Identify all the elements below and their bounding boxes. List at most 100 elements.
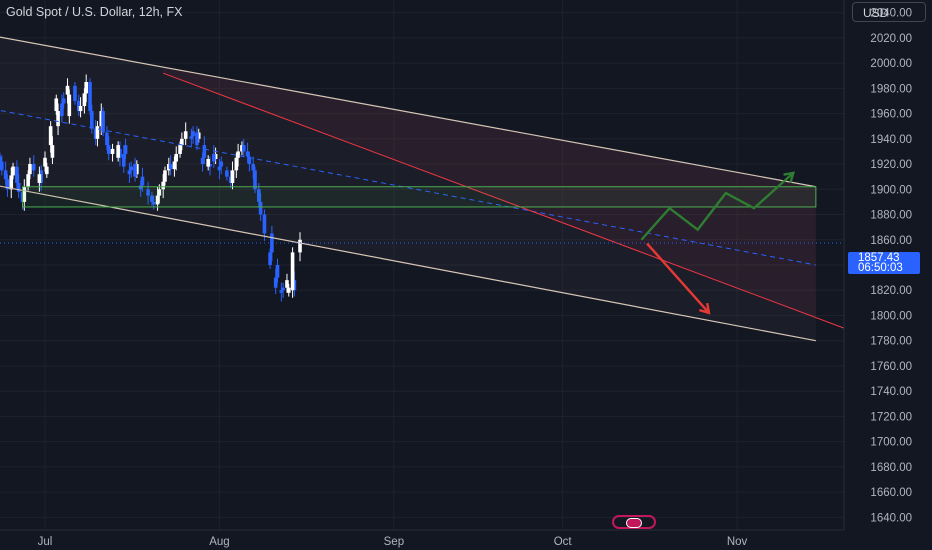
symbol-title[interactable]: Gold Spot / U.S. Dollar, 12h, FX	[6, 5, 183, 19]
candle-body	[225, 170, 229, 177]
candle-body	[290, 252, 295, 291]
candle-body	[172, 161, 177, 170]
candle-body	[37, 174, 42, 183]
price-tick-label: 1720.00	[870, 411, 912, 423]
candle-body	[26, 174, 30, 187]
price-axis[interactable]: 1640.00 1660.00 1680.00 1700.00 1720.00 1740.…	[870, 8, 912, 525]
time-axis[interactable]: Jul Aug Sep Oct Nov	[38, 536, 748, 548]
price-tick-label: 1640.00	[870, 512, 912, 524]
price-tick-label: 1940.00	[870, 134, 912, 146]
candle-body	[15, 166, 19, 183]
price-tick-label: 1820.00	[870, 285, 912, 297]
candle-body	[174, 153, 179, 162]
candle-body	[31, 164, 36, 171]
events-flag-icon[interactable]	[612, 515, 656, 529]
candle-body	[16, 182, 21, 192]
candle-body	[273, 277, 278, 288]
candle-body	[43, 157, 47, 167]
bullish-path	[640, 171, 795, 241]
price-tick-label: 2020.00	[870, 33, 912, 45]
candle-body	[298, 239, 302, 253]
candle-body	[268, 252, 272, 265]
bearish-arrow-head	[699, 302, 711, 315]
candle-body	[206, 159, 210, 167]
candle-body	[191, 131, 195, 137]
candle-body	[11, 166, 15, 176]
candle-body	[110, 148, 115, 154]
last-price-label: 1857.43 06:50:03	[848, 252, 920, 274]
candle-body	[247, 156, 252, 165]
us-flag-icon	[626, 518, 642, 528]
price-tick-label: 1740.00	[870, 386, 912, 398]
candle-body	[253, 170, 257, 190]
time-tick-label: Jul	[38, 536, 53, 548]
candle-body	[258, 201, 263, 215]
candle-body	[234, 157, 239, 171]
lower-channel-line	[0, 185, 816, 342]
price-tick-label: 1900.00	[870, 184, 912, 196]
price-tick-label: 1780.00	[870, 336, 912, 348]
mid-channel-dashed-line	[0, 109, 816, 266]
candle-body	[88, 82, 92, 112]
price-tick-label: 2040.00	[870, 8, 912, 20]
candle-body	[127, 170, 132, 175]
candle-body	[236, 151, 240, 158]
candle-body	[121, 153, 126, 167]
bar-countdown: 06:50:03	[858, 262, 903, 274]
candle-body	[123, 145, 128, 154]
price-tick-label: 1700.00	[870, 437, 912, 449]
candle-body	[60, 103, 64, 117]
channel-fill	[0, 37, 816, 341]
candle-body	[54, 98, 59, 112]
candle-body	[219, 161, 224, 167]
candle-body	[101, 111, 105, 133]
candle-body	[0, 161, 4, 171]
price-tick-label: 2000.00	[870, 58, 912, 70]
candle-body	[78, 106, 83, 112]
candle-body	[3, 170, 8, 180]
candle-body	[281, 287, 285, 291]
price-tick-label: 1920.00	[870, 159, 912, 171]
time-tick-label: Nov	[727, 536, 748, 548]
candle-body	[9, 175, 14, 190]
candle-body	[22, 186, 27, 202]
candle-body	[163, 170, 167, 182]
grid-lines	[0, 0, 844, 530]
candle-body	[286, 287, 291, 293]
drawing-overlays	[0, 36, 845, 342]
candle-body	[150, 195, 154, 202]
price-tick-label: 1760.00	[870, 361, 912, 373]
candle-body	[245, 151, 250, 157]
time-tick-label: Sep	[384, 536, 404, 548]
candle-body	[90, 111, 94, 129]
bullish-arrow-head	[783, 171, 796, 183]
candle-body	[138, 185, 143, 190]
channel-shading	[163, 67, 816, 318]
price-tick-label: 1660.00	[870, 487, 912, 499]
candle-body	[82, 93, 87, 106]
candle-body	[230, 170, 235, 183]
price-tick-label: 1800.00	[870, 310, 912, 322]
candle-body	[202, 145, 207, 158]
candle-body	[95, 126, 100, 139]
candle-body	[67, 94, 72, 117]
candle-body	[84, 82, 88, 94]
candle-body	[257, 189, 261, 202]
candle-body	[189, 136, 194, 139]
candle-body	[151, 201, 156, 205]
candle-body	[50, 145, 55, 158]
candle-body	[200, 157, 205, 165]
last-price-value: 1857.43	[858, 252, 900, 264]
candle-body	[241, 145, 246, 152]
candle-body	[161, 181, 165, 190]
candle-body	[180, 138, 184, 146]
candle-body	[183, 131, 188, 139]
support-zone-box	[22, 186, 817, 208]
candle-body	[129, 166, 134, 171]
candle-body	[45, 166, 49, 175]
currency-button[interactable]: USD	[852, 2, 926, 22]
candle-body	[178, 145, 182, 154]
candle-body	[5, 179, 10, 190]
price-tick-label: 1880.00	[870, 210, 912, 222]
